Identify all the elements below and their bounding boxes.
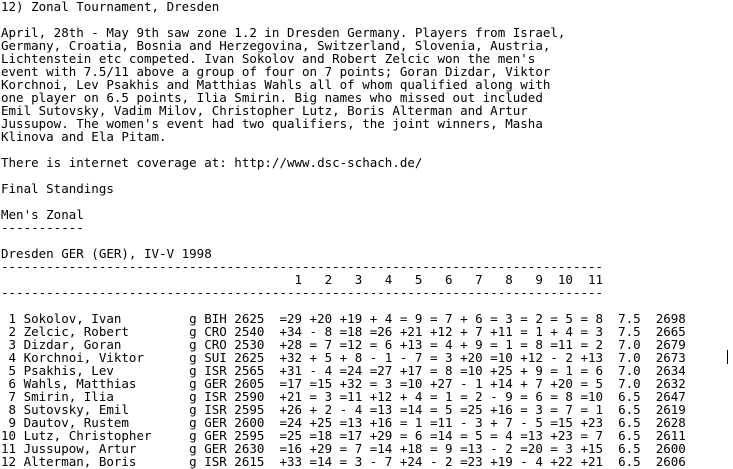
document-text: 12) Zonal Tournament, Dresden April, 28t… (1, 0, 686, 468)
coverage-line: There is internet coverage at: http://ww… (1, 155, 423, 170)
standings-title: Final Standings (1, 181, 114, 196)
intro-line: Emil Sutovsky, Vadim Milov, Christopher … (1, 103, 528, 118)
intro-line: Korchnoi, Lev Psakhis and Matthias Wahls… (1, 77, 551, 92)
table-column-header: 1 2 3 4 5 6 7 8 9 10 11 (1, 272, 604, 287)
intro-line: April, 28th - May 9th saw zone 1.2 in Dr… (1, 25, 566, 40)
table-row: 11 Jussupow, Artur g GER 2630 =16 +29 = … (1, 441, 686, 456)
table-row: 1 Sokolov, Ivan g BIH 2625 =29 +20 +19 +… (1, 311, 686, 326)
table-row: 4 Korchnoi, Viktor g SUI 2625 +32 + 5 + … (1, 350, 686, 365)
table-row: 12 Alterman, Boris g ISR 2615 +33 =14 = … (1, 454, 686, 469)
table-row: 10 Lutz, Christopher g GER 2595 =25 =18 … (1, 428, 686, 443)
section-title: Men's Zonal (1, 207, 84, 222)
intro-line: one player on 6.5 points, Ilia Smirin. B… (1, 90, 543, 105)
intro-line: Jussupow. The women's event had two qual… (1, 116, 543, 131)
table-rule-top: ----------------------------------------… (1, 259, 604, 274)
table-row: 3 Dizdar, Goran g CRO 2530 +28 = 7 =12 =… (1, 337, 686, 352)
table-row: 9 Dautov, Rustem g GER 2600 =24 +25 =13 … (1, 415, 686, 430)
table-row: 2 Zelcic, Robert g CRO 2540 +34 - 8 =18 … (1, 324, 686, 339)
text-cursor (727, 350, 728, 364)
intro-line: Germany, Croatia, Bosnia and Herzegovina… (1, 38, 551, 53)
intro-line: event with 7.5/11 above a group of four … (1, 64, 551, 79)
intro-line: Lichtenstein etc competed. Ivan Sokolov … (1, 51, 536, 66)
table-row: 7 Smirin, Ilia g ISR 2590 +21 = 3 =11 +1… (1, 389, 686, 404)
table-rule-bottom: ----------------------------------------… (1, 285, 604, 300)
table-title: Dresden GER (GER), IV-V 1998 (1, 246, 212, 261)
blank-line (1, 195, 686, 208)
table-row: 8 Sutovsky, Emil g ISR 2595 +26 + 2 - 4 … (1, 402, 686, 417)
document-heading: 12) Zonal Tournament, Dresden (1, 0, 220, 14)
table-row: 6 Wahls, Matthias g GER 2605 =17 =15 +32… (1, 376, 686, 391)
intro-line: Klinova and Ela Pitam. (1, 129, 167, 144)
section-underline: ----------- (1, 220, 84, 235)
table-row: 5 Psakhis, Lev g ISR 2565 +31 - 4 =24 =2… (1, 363, 686, 378)
